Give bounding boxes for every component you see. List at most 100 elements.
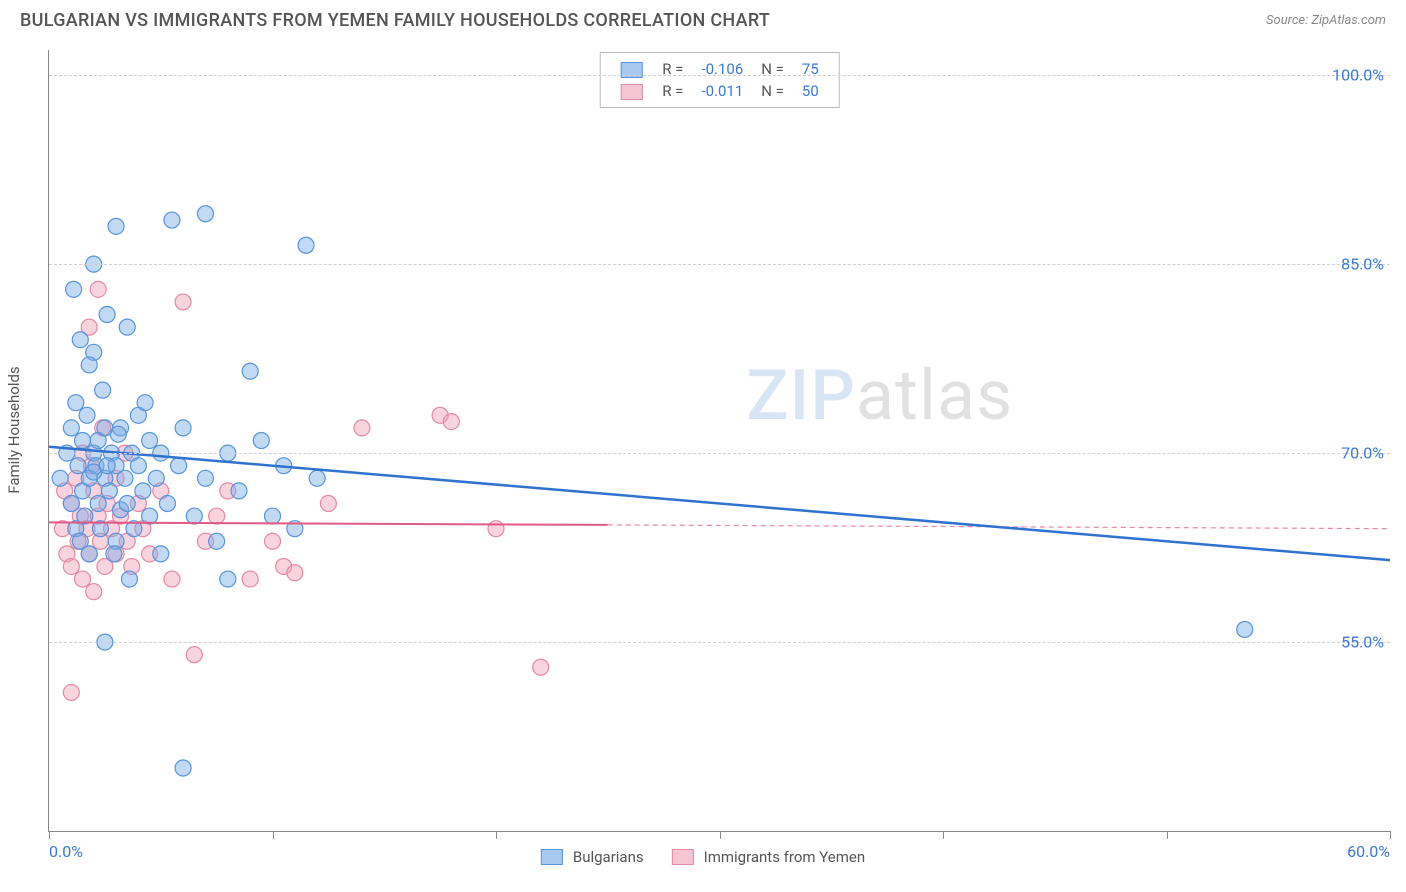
x-tick (943, 831, 944, 839)
data-point (63, 558, 79, 574)
data-point (75, 433, 91, 449)
legend-series: Bulgarians Immigrants from Yemen (541, 848, 865, 866)
data-point (209, 533, 225, 549)
data-point (108, 218, 124, 234)
x-tick (720, 831, 721, 839)
data-point (119, 319, 135, 335)
data-point (66, 281, 82, 297)
legend-label-yemen: Immigrants from Yemen (704, 848, 866, 866)
data-point (1237, 621, 1253, 637)
data-point (265, 508, 281, 524)
data-point (99, 307, 115, 323)
r-value-yemen: -0.011 (693, 81, 751, 101)
data-point (488, 521, 504, 537)
data-point (220, 571, 236, 587)
data-point (81, 546, 97, 562)
data-point (298, 237, 314, 253)
data-point (86, 584, 102, 600)
y-tick-label: 55.0% (1341, 633, 1384, 652)
data-point (175, 294, 191, 310)
data-point (164, 212, 180, 228)
data-point (110, 426, 126, 442)
data-point (75, 571, 91, 587)
data-point (63, 495, 79, 511)
chart-header: BULGARIAN VS IMMIGRANTS FROM YEMEN FAMIL… (0, 0, 1406, 37)
data-point (99, 458, 115, 474)
data-point (197, 470, 213, 486)
chart-source: Source: ZipAtlas.com (1266, 13, 1386, 28)
y-tick-label: 70.0% (1341, 444, 1384, 463)
data-point (309, 470, 325, 486)
x-tick (273, 831, 274, 839)
n-value-yemen: 50 (794, 81, 827, 101)
data-point (106, 546, 122, 562)
r-label: R = (654, 81, 691, 101)
legend-correlation-table: R = -0.106 N = 75 R = -0.011 N = 50 (610, 57, 829, 103)
gridline (49, 264, 1390, 265)
data-point (101, 483, 117, 499)
data-point (130, 458, 146, 474)
data-point (231, 483, 247, 499)
data-point (52, 470, 68, 486)
data-point (209, 508, 225, 524)
legend-correlation-box: R = -0.106 N = 75 R = -0.011 N = 50 (599, 52, 840, 108)
data-point (175, 760, 191, 776)
swatch-yemen-icon (672, 849, 694, 865)
x-tick-label: 60.0% (1347, 842, 1390, 861)
data-point (63, 684, 79, 700)
scatter-plot-svg (49, 50, 1390, 831)
data-point (153, 546, 169, 562)
data-point (186, 647, 202, 663)
data-point (117, 470, 133, 486)
data-point (135, 483, 151, 499)
x-tick (49, 831, 50, 839)
y-axis-label: Family Households (5, 366, 23, 493)
data-point (265, 533, 281, 549)
gridline (49, 453, 1390, 454)
data-point (70, 458, 86, 474)
data-point (443, 414, 459, 430)
n-label: N = (753, 81, 792, 101)
data-point (72, 332, 88, 348)
data-point (159, 495, 175, 511)
data-point (164, 571, 180, 587)
legend-item-bulgarians: Bulgarians (541, 848, 644, 866)
data-point (175, 420, 191, 436)
swatch-yemen-icon (620, 84, 642, 100)
data-point (142, 508, 158, 524)
data-point (90, 281, 106, 297)
data-point (119, 495, 135, 511)
legend-label-bulgarians: Bulgarians (573, 848, 644, 866)
y-tick-label: 100.0% (1332, 66, 1384, 85)
data-point (186, 508, 202, 524)
data-point (63, 420, 79, 436)
gridline (49, 75, 1390, 76)
x-tick (1390, 831, 1391, 839)
x-tick (1167, 831, 1168, 839)
data-point (79, 407, 95, 423)
data-point (121, 571, 137, 587)
x-tick (496, 831, 497, 839)
data-point (533, 659, 549, 675)
data-point (95, 382, 111, 398)
x-tick-label: 0.0% (49, 842, 83, 861)
data-point (197, 206, 213, 222)
data-point (90, 495, 106, 511)
data-point (320, 495, 336, 511)
data-point (171, 458, 187, 474)
gridline (49, 642, 1390, 643)
chart-plot-area: R = -0.106 N = 75 R = -0.011 N = 50 ZIPa… (48, 50, 1390, 832)
data-point (137, 395, 153, 411)
data-point (253, 433, 269, 449)
chart-title: BULGARIAN VS IMMIGRANTS FROM YEMEN FAMIL… (20, 10, 770, 31)
data-point (81, 357, 97, 373)
data-point (354, 420, 370, 436)
data-point (242, 363, 258, 379)
data-point (68, 395, 84, 411)
legend-row-yemen: R = -0.011 N = 50 (612, 81, 827, 101)
y-tick-label: 85.0% (1341, 255, 1384, 274)
data-point (142, 433, 158, 449)
data-point (242, 571, 258, 587)
data-point (287, 565, 303, 581)
legend-item-yemen: Immigrants from Yemen (672, 848, 866, 866)
